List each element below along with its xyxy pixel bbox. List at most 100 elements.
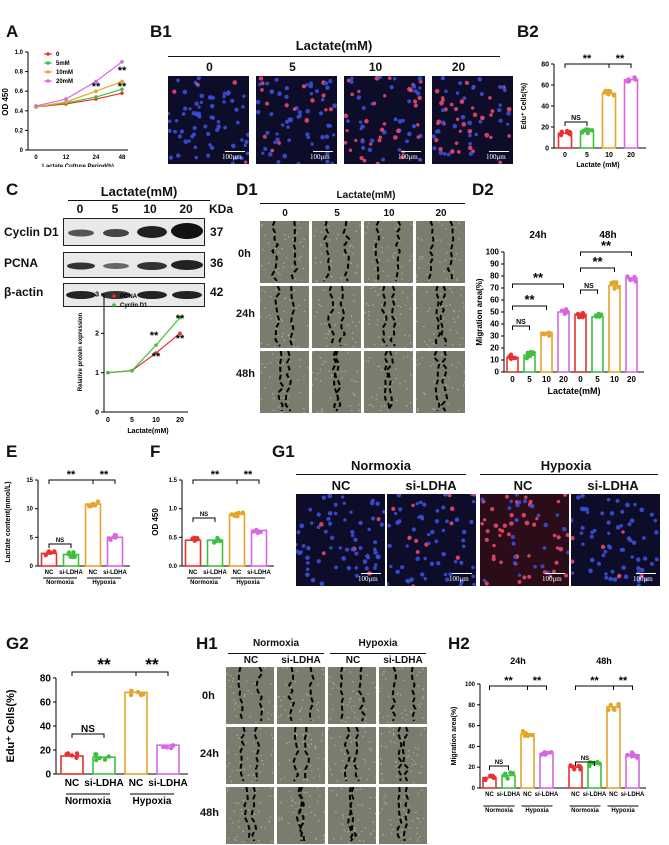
nucleus [625, 502, 630, 508]
h1-col-nc-hypoxia: NC [345, 655, 361, 666]
nucleus [521, 512, 527, 518]
b2-y-tick-label: 40 [541, 103, 549, 110]
e-dot [71, 550, 76, 555]
nucleus [512, 561, 517, 566]
b1-scalebar-20: 100μm [486, 151, 509, 161]
h2-sig-label: NS [581, 756, 589, 762]
nucleus [324, 134, 330, 139]
cell-speck [351, 378, 353, 381]
cell-speck [273, 795, 274, 797]
c-sig-label: ** [176, 313, 185, 325]
nucleus [265, 130, 270, 135]
nucleus [256, 99, 261, 105]
b2-dot [589, 127, 595, 133]
nucleus [369, 138, 375, 143]
cell-speck [382, 270, 384, 272]
nucleus [356, 95, 362, 100]
cell-speck [267, 711, 269, 714]
g2-y-tick-label: 20 [40, 745, 52, 756]
cell-speck [369, 832, 372, 835]
cell-speck [432, 342, 435, 345]
cell-speck [427, 310, 429, 313]
nucleus [477, 77, 482, 82]
nucleus [527, 554, 531, 558]
nucleus [323, 529, 328, 534]
cell-speck [277, 362, 280, 365]
f-dot [240, 510, 246, 515]
d2-dot [508, 356, 513, 361]
cell-speck [417, 792, 419, 795]
nucleus [405, 579, 410, 583]
nucleus [296, 161, 301, 164]
cell-speck [308, 745, 310, 748]
cell-speck [344, 370, 347, 373]
nucleus [196, 76, 201, 81]
b1-scalebar-0: 100μm [222, 151, 245, 161]
cell-speck [359, 788, 361, 791]
c-point [178, 315, 182, 320]
h2-sig-label: ** [590, 675, 599, 687]
cell-speck [292, 239, 294, 241]
a-point [94, 89, 98, 93]
c-legend-label: Cyclin D1 [120, 303, 148, 309]
cell-speck [393, 252, 396, 254]
nucleus [604, 572, 608, 576]
g1-group-normoxia: Normoxia [351, 458, 411, 473]
cell-speck [307, 694, 309, 697]
cell-speck [444, 259, 446, 262]
nucleus [326, 123, 331, 128]
cell-speck [456, 389, 459, 391]
nucleus [491, 556, 496, 562]
g2-y-label: Edu⁺ Cells(%) [5, 689, 17, 762]
cell-speck [419, 821, 422, 823]
f-bar [250, 529, 268, 567]
band [67, 262, 95, 270]
cell-speck [303, 747, 306, 750]
cell-speck [367, 278, 370, 280]
nucleus [529, 503, 535, 509]
nucleus [393, 117, 398, 122]
nucleus [235, 120, 240, 125]
cell-speck [416, 279, 418, 282]
a-y-tick-label: 0.4 [15, 109, 24, 115]
nucleus [580, 494, 585, 499]
nucleus [566, 550, 569, 555]
nucleus [607, 544, 611, 549]
nucleus [298, 113, 302, 118]
nucleus [243, 143, 248, 148]
cell-speck [287, 236, 290, 238]
nucleus [258, 82, 262, 87]
nucleus [458, 129, 463, 133]
h2-dot [525, 733, 531, 739]
nucleus [491, 554, 496, 559]
nucleus [381, 509, 385, 514]
nucleus [232, 80, 238, 85]
nucleus [391, 506, 396, 511]
wound-image [364, 351, 413, 413]
nucleus [478, 119, 483, 124]
cell-speck [323, 758, 325, 760]
cell-speck [338, 735, 341, 738]
cell-speck [337, 233, 339, 236]
cell-speck [369, 749, 372, 752]
e-x-tick-label: si-LDHA [59, 570, 83, 576]
cell-speck [349, 698, 351, 700]
cell-speck [277, 267, 280, 270]
nucleus [489, 135, 493, 140]
nucleus [506, 106, 512, 112]
cell-speck [280, 411, 283, 413]
cell-speck [368, 318, 370, 321]
nucleus [468, 141, 472, 146]
cell-speck [376, 323, 378, 326]
nucleus [244, 139, 249, 145]
nucleus [275, 137, 280, 142]
cell-speck [452, 270, 455, 273]
cell-speck [233, 838, 236, 841]
wound-edges [364, 286, 413, 348]
panel-label-a: A [6, 22, 19, 41]
d2-bar [625, 277, 638, 373]
d2-dot [611, 280, 616, 285]
cell-speck [423, 728, 426, 730]
cell-speck [283, 339, 286, 341]
cell-speck [237, 680, 240, 683]
